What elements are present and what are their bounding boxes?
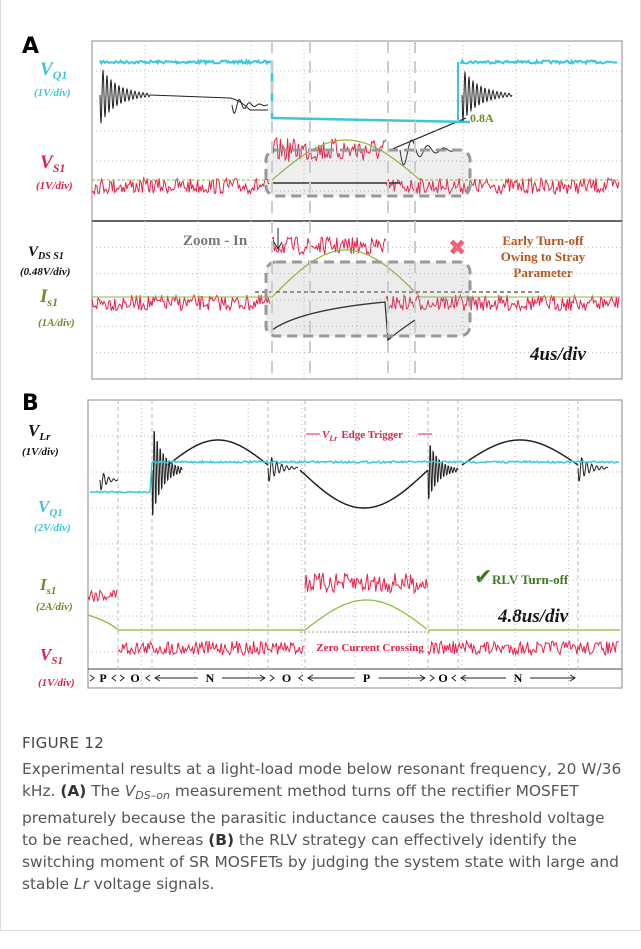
- annotation: Parameter: [513, 265, 572, 280]
- channel-scale: (1V/div): [36, 180, 73, 192]
- zoom-box: [266, 150, 470, 196]
- cross-icon: ✖: [448, 236, 466, 261]
- mode-label: O: [282, 671, 291, 685]
- mode-label: N: [206, 671, 215, 685]
- channel-label: VLr: [28, 421, 51, 443]
- channel-label: VS1: [40, 645, 63, 667]
- caption-run: voltage signals.: [89, 875, 215, 893]
- mode-label: O: [130, 671, 139, 685]
- mode-label: P: [363, 671, 370, 685]
- mode-label: O: [438, 671, 447, 685]
- annotation: Owing to Stray: [501, 249, 586, 264]
- check-icon: ✔: [474, 565, 492, 590]
- channel-label: VQ1: [40, 59, 67, 82]
- caption: FIGURE 12 Experimental results at a ligh…: [22, 734, 622, 895]
- channel-scale: (1V/div): [38, 677, 75, 689]
- caption-run: The: [86, 782, 124, 800]
- page: A VQ1 (1V/div) VS1 (1V/div) VDS S1 (0.48…: [0, 0, 641, 949]
- channel-scale: (0.48V/div): [20, 266, 70, 278]
- caption-run: Lr: [74, 875, 89, 893]
- annotation: 0.8A: [470, 111, 494, 125]
- channel-label: VQ1: [38, 497, 63, 519]
- channel-label: VDS S1: [28, 244, 64, 262]
- channel-scale: (2A/div): [36, 601, 73, 613]
- channel-scale: (1V/div): [22, 446, 59, 458]
- caption-text: Experimental results at a light-load mod…: [22, 758, 622, 895]
- mode-label: P: [99, 671, 106, 685]
- zoom-box: [266, 262, 470, 336]
- channel-label: Is1: [39, 286, 58, 309]
- panel-label: B: [22, 391, 39, 416]
- mode-label: N: [514, 671, 523, 685]
- timebase: 4us/div: [529, 344, 587, 365]
- caption-run: (B): [208, 831, 234, 849]
- figure: A VQ1 (1V/div) VS1 (1V/div) VDS S1 (0.48…: [0, 0, 641, 700]
- caption-run: V: [125, 782, 136, 800]
- annotation: Early Turn-off: [502, 233, 584, 248]
- channel-scale: (2V/div): [34, 522, 71, 534]
- annotation: RLV Turn-off: [492, 572, 569, 587]
- caption-run: (A): [60, 782, 86, 800]
- caption-run: DS–on: [135, 789, 170, 802]
- annotation: Zoom - In: [183, 233, 248, 249]
- caption-title: FIGURE 12: [22, 734, 622, 752]
- channel-scale: (1A/div): [38, 317, 75, 329]
- channel-label: VS1: [40, 152, 65, 175]
- channel-label: Is1: [39, 575, 56, 597]
- channel-scale: (1V/div): [34, 87, 71, 99]
- panel-label: A: [22, 34, 39, 59]
